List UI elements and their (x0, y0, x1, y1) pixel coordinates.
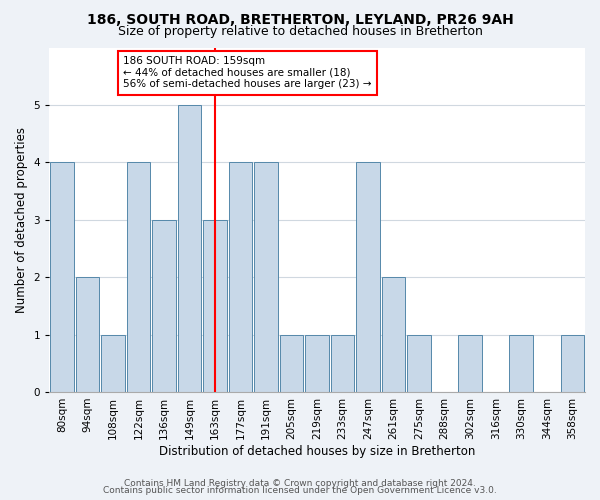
Bar (382, 277, 406, 392)
Bar (305, 334, 329, 392)
Bar (127, 162, 150, 392)
Bar (203, 220, 227, 392)
Bar (152, 220, 176, 392)
Text: Contains HM Land Registry data © Crown copyright and database right 2024.: Contains HM Land Registry data © Crown c… (124, 478, 476, 488)
Bar (356, 162, 380, 392)
Bar (76, 277, 99, 392)
Text: 186 SOUTH ROAD: 159sqm
← 44% of detached houses are smaller (18)
56% of semi-det: 186 SOUTH ROAD: 159sqm ← 44% of detached… (123, 56, 371, 90)
Bar (101, 334, 125, 392)
Bar (560, 334, 584, 392)
Bar (280, 334, 304, 392)
X-axis label: Distribution of detached houses by size in Bretherton: Distribution of detached houses by size … (159, 444, 475, 458)
Bar (178, 105, 201, 392)
Bar (331, 334, 355, 392)
Text: 186, SOUTH ROAD, BRETHERTON, LEYLAND, PR26 9AH: 186, SOUTH ROAD, BRETHERTON, LEYLAND, PR… (86, 12, 514, 26)
Text: Size of property relative to detached houses in Bretherton: Size of property relative to detached ho… (118, 25, 482, 38)
Bar (254, 162, 278, 392)
Bar (407, 334, 431, 392)
Bar (458, 334, 482, 392)
Bar (509, 334, 533, 392)
Bar (50, 162, 74, 392)
Bar (229, 162, 252, 392)
Y-axis label: Number of detached properties: Number of detached properties (15, 126, 28, 312)
Text: Contains public sector information licensed under the Open Government Licence v3: Contains public sector information licen… (103, 486, 497, 495)
